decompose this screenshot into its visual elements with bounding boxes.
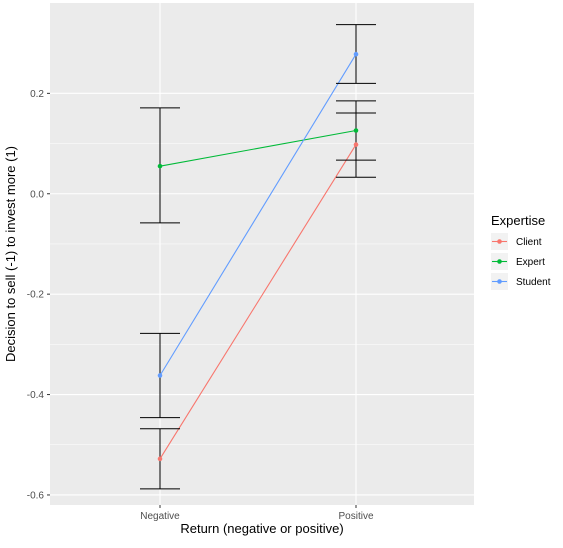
series-line-client <box>159 144 357 460</box>
y-axis: 0.2 0.0 -0.2 -0.4 -0.6 <box>27 89 50 501</box>
series-line-expert <box>159 129 357 167</box>
legend-key-point <box>497 259 502 264</box>
legend-key-point <box>497 279 502 284</box>
y-axis-title: Decision to sell (-1) to invest more (1) <box>3 146 18 362</box>
x-tick-label: Positive <box>338 511 373 522</box>
data-point-expert <box>157 163 163 169</box>
legend-label: Client <box>516 237 542 248</box>
minor-grid <box>50 143 474 446</box>
data-point-student <box>353 51 359 57</box>
series-line-student <box>159 53 357 376</box>
y-tick-label: 0.0 <box>30 189 44 200</box>
legend-item-client: Client <box>491 233 542 250</box>
data-points <box>157 51 359 462</box>
series-lines <box>159 53 357 460</box>
legend-key-point <box>497 239 502 244</box>
major-grid <box>50 3 474 505</box>
x-tick-label: Negative <box>140 511 180 522</box>
plot-panel <box>50 3 474 505</box>
data-point-client <box>157 456 163 462</box>
y-tick-label: -0.6 <box>27 490 45 501</box>
legend: Expertise Client Expert Student <box>491 213 551 290</box>
data-point-student <box>157 373 163 378</box>
legend-label: Student <box>516 277 551 288</box>
y-tick-label: 0.2 <box>30 89 44 100</box>
legend-item-student: Student <box>491 273 551 290</box>
data-point-client <box>353 142 359 147</box>
legend-label: Expert <box>516 257 545 268</box>
y-tick-label: -0.2 <box>27 290 45 301</box>
data-point-expert <box>353 128 359 133</box>
y-tick-label: -0.4 <box>27 390 45 401</box>
x-axis-title: Return (negative or positive) <box>180 521 343 536</box>
x-axis: Negative Positive <box>140 505 374 522</box>
legend-item-expert: Expert <box>491 253 545 270</box>
legend-title: Expertise <box>491 213 545 228</box>
